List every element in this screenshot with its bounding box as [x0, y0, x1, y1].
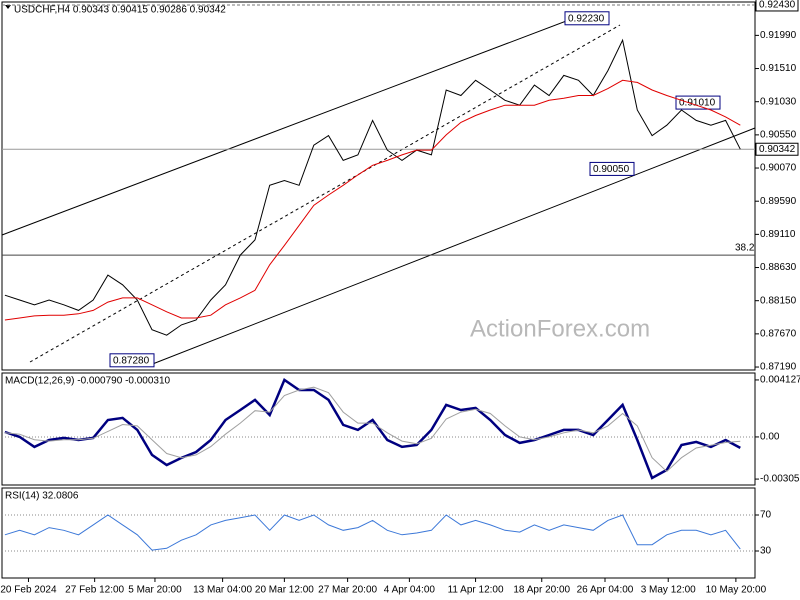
panel-frame [1, 372, 756, 486]
annotation-label: 0.91010 [679, 98, 716, 109]
watermark: ActionForex.com [470, 315, 650, 342]
panel-frame [1, 487, 756, 579]
price-label-box [755, 0, 799, 12]
y-tick-label: 0.89110 [760, 229, 796, 240]
y-tick-label: 0.88630 [760, 262, 797, 273]
y-tick-label: 0.004127 [760, 375, 800, 386]
annotation-box [564, 11, 610, 26]
x-tick-label: 20 Feb 2024 [0, 585, 57, 596]
x-tick-label: 11 Apr 12:00 [448, 585, 504, 596]
series-line [4, 79, 741, 321]
annotation-label: 0.92230 [568, 13, 605, 24]
annotation-label: 0.87280 [113, 355, 150, 366]
x-tick-label: 3 May 12:00 [641, 585, 696, 596]
series-line [4, 38, 741, 336]
x-tick-label: 4 Apr 04:00 [384, 585, 436, 596]
y-tick-label: 0.89590 [760, 196, 797, 207]
annotation-label: 0.90050 [593, 164, 630, 175]
x-tick-label: 27 Mar 20:00 [318, 585, 377, 596]
channel-upper [1, 11, 591, 236]
title-icon [5, 5, 11, 9]
y-tick-label: 0.88150 [760, 295, 797, 306]
x-tick-label: 10 May 20:00 [706, 585, 767, 596]
panel-title: MACD(12,26,9) -0.000790 -0.000310 [5, 376, 171, 387]
series-line [4, 386, 741, 473]
channel-lower [149, 127, 756, 366]
price-label-box [755, 142, 799, 156]
y-tick-label: 0.91990 [760, 30, 797, 41]
chart-title: USDCHF,H4 0.90343 0.90415 0.90286 0.9034… [14, 5, 226, 16]
price-label: 0.92430 [759, 0, 796, 11]
level-label: 38.2 [735, 243, 755, 254]
y-tick-label: 0.00 [760, 432, 780, 443]
y-tick-label: 0.87670 [760, 329, 797, 340]
x-tick-label: 27 Feb 12:00 [65, 585, 124, 596]
x-tick-label: 20 Mar 12:00 [255, 585, 314, 596]
y-tick-label: 70 [760, 510, 772, 521]
series-line [4, 377, 741, 480]
y-tick-label: 0.90070 [760, 163, 797, 174]
x-tick-label: 5 Mar 20:00 [128, 585, 182, 596]
y-tick-label: 0.87190 [760, 362, 797, 373]
annotation-box [109, 353, 155, 368]
x-tick-label: 26 Apr 04:00 [577, 585, 634, 596]
annotation-box [589, 161, 635, 176]
y-tick-label: 0.91510 [760, 63, 797, 74]
y-tick-label: 30 [760, 546, 772, 557]
price-label: 0.90342 [759, 144, 796, 155]
y-tick-label: -0.003051 [760, 474, 800, 485]
x-tick-label: 13 Mar 04:00 [193, 585, 252, 596]
panel-title: RSI(14) 32.0806 [5, 491, 79, 502]
y-tick-label: 0.91030 [760, 96, 797, 107]
annotation-box [675, 95, 721, 110]
series-line [4, 514, 741, 551]
x-tick-label: 18 Apr 20:00 [513, 585, 570, 596]
channel-mid [29, 24, 621, 363]
y-tick-label: 0.90550 [760, 130, 797, 141]
panel-frame [1, 1, 756, 371]
